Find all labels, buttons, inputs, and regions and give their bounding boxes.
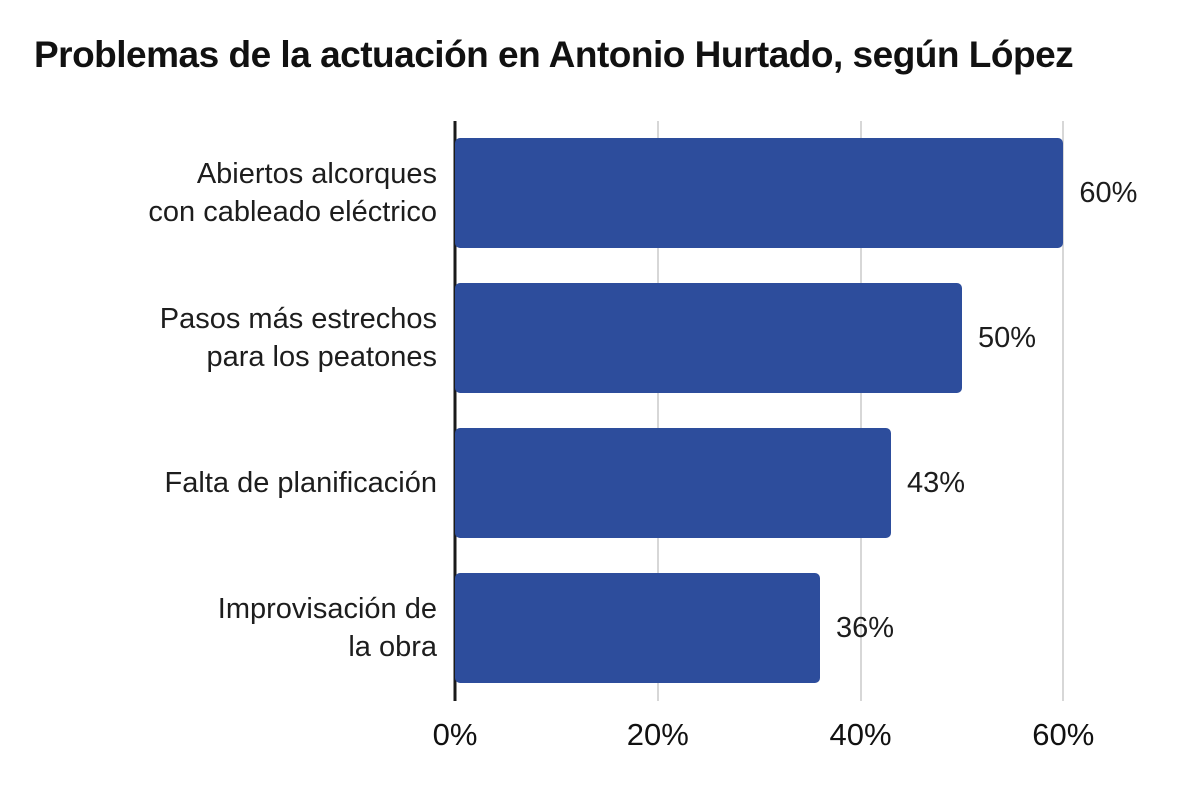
bar-rows: Abiertos alcorques con cableado eléctric… bbox=[0, 121, 1200, 701]
bar bbox=[455, 283, 962, 394]
category-label: Improvisación de la obra bbox=[217, 592, 437, 664]
bar-row: Falta de planificación 43% bbox=[0, 411, 1200, 556]
gridline-60 bbox=[1062, 120, 1065, 701]
x-axis: 0% 20% 40% 60% bbox=[433, 716, 1185, 763]
bar-track: 36% bbox=[455, 573, 1185, 684]
bar bbox=[455, 573, 820, 684]
x-tick-label: 40% bbox=[829, 716, 892, 752]
bar-track: 60% bbox=[455, 138, 1185, 249]
bar-row: Improvisación de la obra 36% bbox=[0, 556, 1200, 701]
x-tick-label: 60% bbox=[1032, 716, 1095, 752]
plot-area bbox=[453, 120, 1185, 701]
value-label: 36% bbox=[836, 611, 895, 644]
category-label: Pasos más estrechos para los peatones bbox=[159, 302, 437, 374]
gridline-40 bbox=[859, 120, 862, 701]
chart-title: Problemas de la actuación en Antonio Hur… bbox=[34, 34, 1074, 75]
bar-track: 50% bbox=[455, 283, 1185, 394]
gridline-20 bbox=[656, 120, 659, 701]
bar-row: Abiertos alcorques con cableado eléctric… bbox=[0, 121, 1200, 266]
bar-row: Pasos más estrechos para los peatones 50… bbox=[0, 266, 1200, 411]
x-tick-label: 0% bbox=[432, 716, 478, 752]
value-label: 50% bbox=[977, 321, 1036, 354]
y-axis-line bbox=[453, 120, 457, 701]
value-label: 43% bbox=[906, 466, 966, 499]
value-label: 60% bbox=[1079, 176, 1138, 209]
x-tick-label: 20% bbox=[626, 716, 689, 752]
category-label: Falta de planificación bbox=[164, 466, 437, 499]
chart-area: Abiertos alcorques con cableado eléctric… bbox=[0, 120, 1200, 752]
category-label: Abiertos alcorques con cableado eléctric… bbox=[148, 157, 437, 229]
bar bbox=[455, 138, 1064, 249]
bar-track: 43% bbox=[455, 428, 1185, 539]
bar bbox=[455, 428, 891, 539]
